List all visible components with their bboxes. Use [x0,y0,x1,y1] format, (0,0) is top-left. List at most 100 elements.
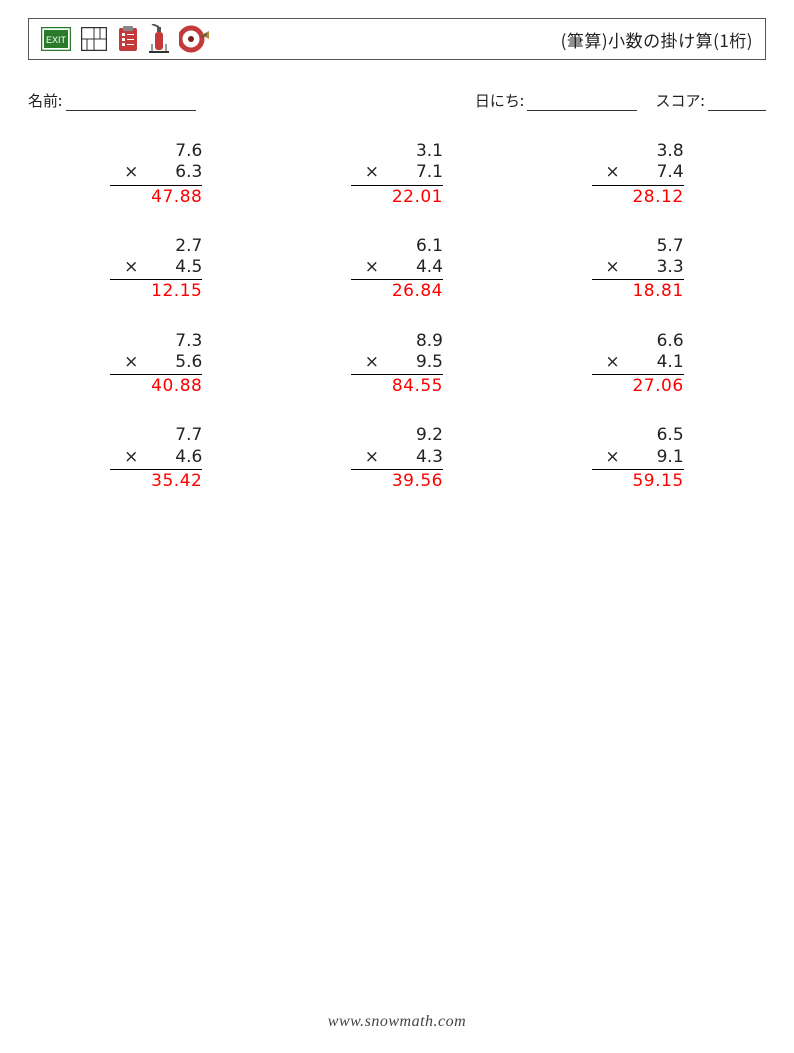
footer-url: www.snowmath.com [0,1013,794,1031]
multiplier-row: ×9.5 [351,352,443,375]
multiplicand: 3.1 [395,141,443,162]
problem-column: 7.3×5.640.88 [110,331,202,398]
fire-hose-icon [179,25,211,53]
score-blank[interactable] [708,94,766,111]
header-bar: EXIT (筆算)小数の掛け算(1桁) [28,18,766,60]
multiplicand-row: 6.6 [592,331,684,352]
exit-sign-icon: EXIT [41,27,71,51]
problem: 6.5×9.159.15 [517,425,758,492]
multiplicand-row: 6.5 [592,425,684,446]
problem: 6.6×4.127.06 [517,331,758,398]
answer: 22.01 [351,186,443,208]
header-icons: EXIT [41,24,211,54]
multiplicand: 7.6 [154,141,202,162]
multiplicand-row: 2.7 [110,236,202,257]
multiplicand: 9.2 [395,425,443,446]
fire-extinguisher-icon [149,24,169,54]
floor-plan-icon [81,27,107,51]
problem: 2.7×4.512.15 [36,236,277,303]
answer: 39.56 [351,470,443,492]
problem: 7.3×5.640.88 [36,331,277,398]
answer: 40.88 [110,375,202,397]
answer: 12.15 [110,280,202,302]
answer: 26.84 [351,280,443,302]
name-label: 名前: [28,90,62,111]
problem: 7.7×4.635.42 [36,425,277,492]
multiplicand-row: 7.6 [110,141,202,162]
worksheet-page: EXIT (筆算)小数の掛け算(1桁) 名前: 日にち: [0,0,794,1053]
problem-column: 8.9×9.584.55 [351,331,443,398]
multiplicand: 6.1 [395,236,443,257]
operator: × [124,447,154,468]
multiplier: 4.3 [395,447,443,468]
multiplicand-row: 7.3 [110,331,202,352]
problem: 3.8×7.428.12 [517,141,758,208]
answer: 84.55 [351,375,443,397]
multiplier: 4.6 [154,447,202,468]
multiplicand: 3.8 [636,141,684,162]
multiplier-row: ×4.6 [110,447,202,470]
multiplicand-row: 9.2 [351,425,443,446]
multiplicand: 8.9 [395,331,443,352]
worksheet-title: (筆算)小数の掛け算(1桁) [561,27,753,52]
operator: × [365,447,395,468]
multiplicand: 7.7 [154,425,202,446]
multiplicand: 7.3 [154,331,202,352]
problem: 5.7×3.318.81 [517,236,758,303]
operator: × [124,162,154,183]
svg-text:EXIT: EXIT [46,35,67,45]
multiplicand: 5.7 [636,236,684,257]
answer: 18.81 [592,280,684,302]
multiplier: 6.3 [154,162,202,183]
multiplier: 4.5 [154,257,202,278]
operator: × [605,257,635,278]
problems-grid: 7.6×6.347.883.1×7.122.013.8×7.428.122.7×… [28,141,766,492]
score-field: スコア: [655,90,766,111]
multiplier-row: ×5.6 [110,352,202,375]
answer: 27.06 [592,375,684,397]
operator: × [365,257,395,278]
problem-column: 5.7×3.318.81 [592,236,684,303]
multiplier-row: ×6.3 [110,162,202,185]
meta-row: 名前: 日にち: スコア: [28,90,766,111]
multiplicand: 6.6 [636,331,684,352]
multiplier-row: ×7.1 [351,162,443,185]
multiplier: 9.5 [395,352,443,373]
multiplier: 3.3 [636,257,684,278]
multiplier-row: ×7.4 [592,162,684,185]
problem-column: 3.8×7.428.12 [592,141,684,208]
problem-column: 6.5×9.159.15 [592,425,684,492]
answer: 59.15 [592,470,684,492]
operator: × [605,447,635,468]
operator: × [605,352,635,373]
multiplier: 4.1 [636,352,684,373]
problem: 7.6×6.347.88 [36,141,277,208]
answer: 47.88 [110,186,202,208]
problem-column: 7.7×4.635.42 [110,425,202,492]
operator: × [365,162,395,183]
problem: 9.2×4.339.56 [277,425,518,492]
answer: 28.12 [592,186,684,208]
multiplicand-row: 8.9 [351,331,443,352]
multiplier: 9.1 [636,447,684,468]
problem: 6.1×4.426.84 [277,236,518,303]
date-blank[interactable] [527,94,637,111]
multiplier-row: ×3.3 [592,257,684,280]
multiplier: 7.1 [395,162,443,183]
clipboard-icon [117,26,139,52]
multiplicand: 2.7 [154,236,202,257]
answer: 35.42 [110,470,202,492]
name-blank[interactable] [66,94,196,111]
problem-column: 2.7×4.512.15 [110,236,202,303]
problem-column: 9.2×4.339.56 [351,425,443,492]
multiplicand-row: 3.1 [351,141,443,162]
multiplicand: 6.5 [636,425,684,446]
multiplier: 7.4 [636,162,684,183]
multiplier: 4.4 [395,257,443,278]
date-label: 日にち: [475,90,524,111]
problem-column: 3.1×7.122.01 [351,141,443,208]
name-field: 名前: [28,90,475,111]
problem: 3.1×7.122.01 [277,141,518,208]
operator: × [124,352,154,373]
problem-column: 7.6×6.347.88 [110,141,202,208]
